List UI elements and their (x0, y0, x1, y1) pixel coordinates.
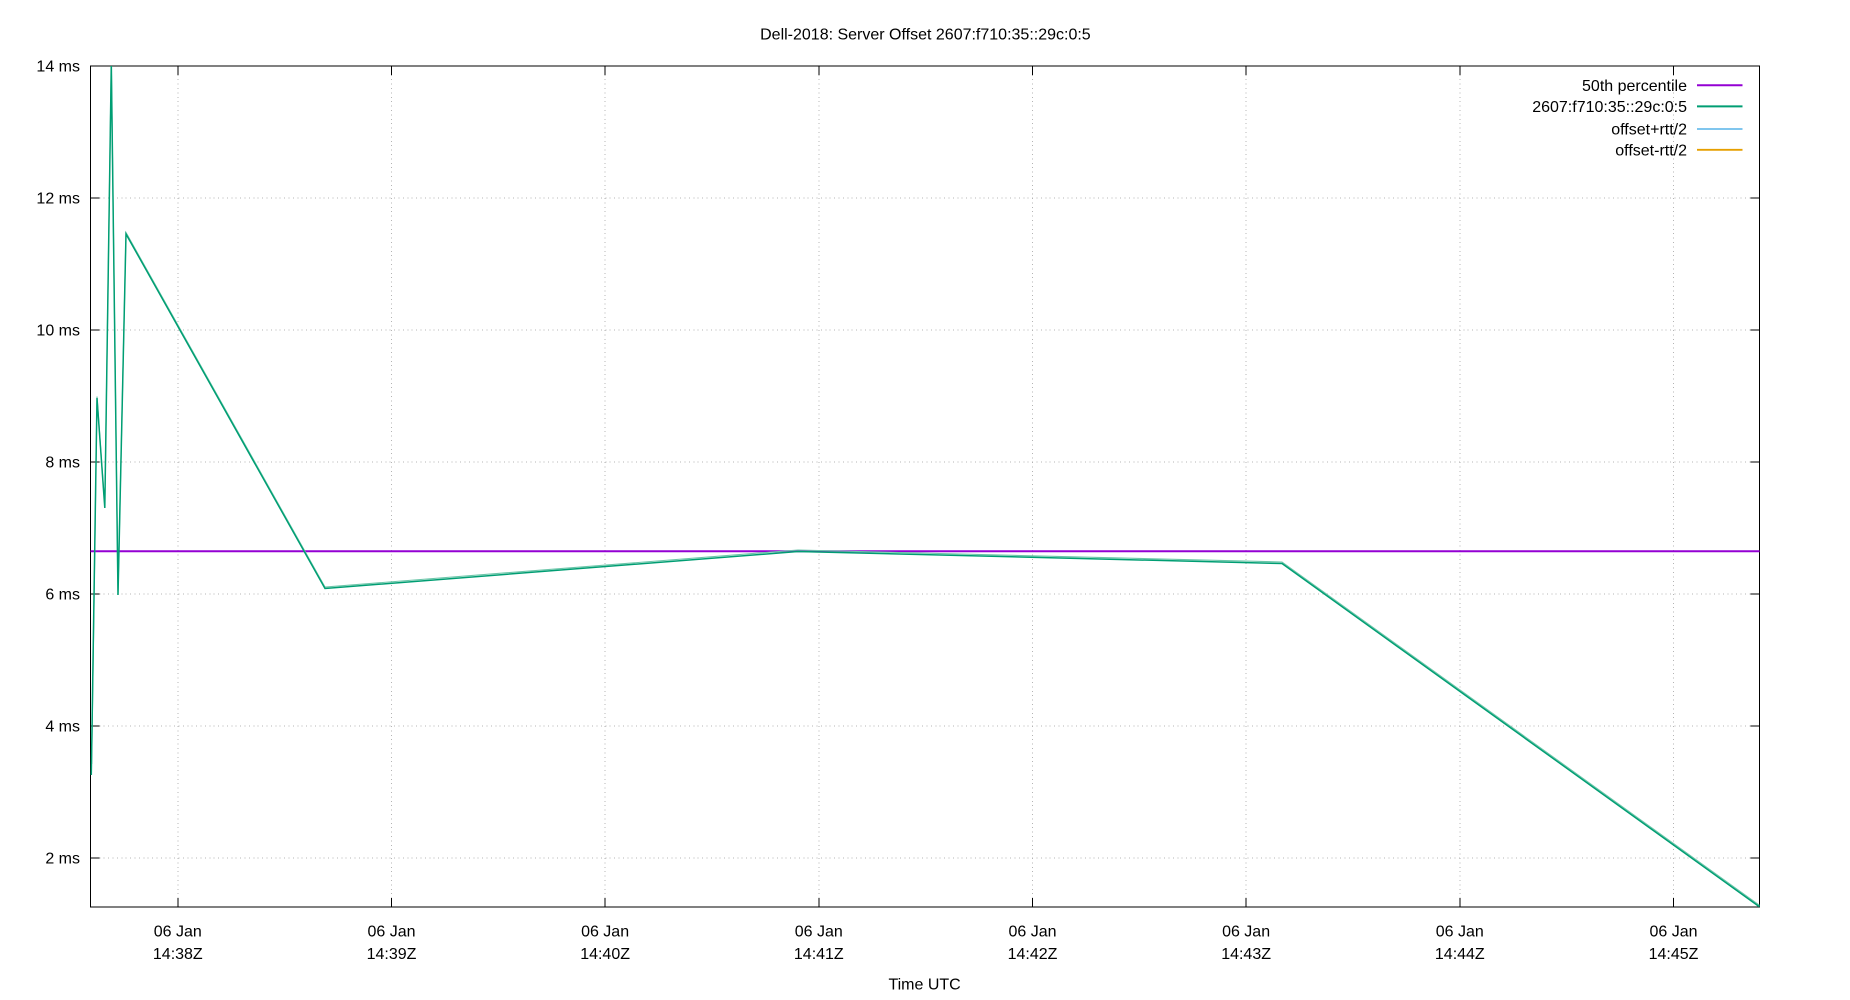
svg-text:6 ms: 6 ms (45, 587, 80, 604)
svg-text:14:39Z: 14:39Z (367, 946, 417, 963)
svg-text:06 Jan: 06 Jan (1649, 924, 1697, 941)
svg-text:06 Jan: 06 Jan (1436, 924, 1484, 941)
svg-text:14 ms: 14 ms (36, 59, 80, 76)
svg-text:14:41Z: 14:41Z (794, 946, 844, 963)
svg-text:Dell-2018: Server Offset 2607:: Dell-2018: Server Offset 2607:f710:35::2… (760, 26, 1091, 43)
svg-text:06 Jan: 06 Jan (1222, 924, 1270, 941)
svg-text:2 ms: 2 ms (45, 851, 80, 868)
svg-text:06 Jan: 06 Jan (581, 924, 629, 941)
svg-text:Time UTC: Time UTC (888, 977, 960, 994)
svg-text:2607:f710:35::29c:0:5: 2607:f710:35::29c:0:5 (1532, 99, 1687, 116)
svg-text:4 ms: 4 ms (45, 719, 80, 736)
svg-text:06 Jan: 06 Jan (1008, 924, 1056, 941)
svg-text:offset+rtt/2: offset+rtt/2 (1611, 122, 1687, 139)
svg-text:14:44Z: 14:44Z (1435, 946, 1485, 963)
svg-text:06 Jan: 06 Jan (795, 924, 843, 941)
svg-text:offset-rtt/2: offset-rtt/2 (1615, 142, 1687, 159)
svg-text:06 Jan: 06 Jan (154, 924, 202, 941)
svg-text:8 ms: 8 ms (45, 455, 80, 472)
svg-text:12 ms: 12 ms (36, 191, 80, 208)
svg-text:14:45Z: 14:45Z (1649, 946, 1699, 963)
svg-text:14:43Z: 14:43Z (1221, 946, 1271, 963)
svg-text:50th percentile: 50th percentile (1582, 78, 1687, 95)
svg-text:14:38Z: 14:38Z (153, 946, 203, 963)
svg-text:06 Jan: 06 Jan (367, 924, 415, 941)
svg-text:10 ms: 10 ms (36, 323, 80, 340)
svg-text:14:42Z: 14:42Z (1008, 946, 1058, 963)
svg-text:14:40Z: 14:40Z (580, 946, 630, 963)
